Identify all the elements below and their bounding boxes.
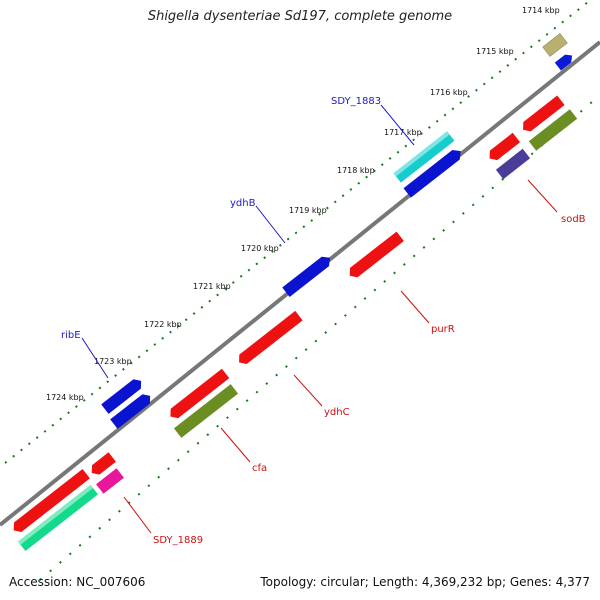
kbp-label-1714: 1714 kbp <box>522 6 560 15</box>
kbp-label-1721: 1721 kbp <box>193 282 231 291</box>
kbp-label-1722: 1722 kbp <box>144 320 182 329</box>
label-ydhb: ydhB <box>230 198 256 209</box>
label-sodb: sodB <box>561 214 586 225</box>
label-purr: purR <box>431 324 455 335</box>
leader-ydhb <box>255 205 286 244</box>
kbp-label-1720: 1720 kbp <box>241 244 279 253</box>
gene-olive-1715[interactable] <box>528 109 578 151</box>
genome-summary-text: Topology: circular; Length: 4,369,232 bp… <box>260 575 590 589</box>
gene-sodb[interactable] <box>495 148 531 180</box>
kbp-label-1716: 1716 kbp <box>430 88 468 97</box>
gene-blue-small[interactable] <box>554 52 575 71</box>
map-title: Shigella dysenteriae Sd197, complete gen… <box>147 9 453 24</box>
label-sdy1883: SDY_1883 <box>331 96 381 107</box>
leader-ribe <box>81 337 109 379</box>
label-ribe: ribE <box>61 330 81 341</box>
kbp-label-1724: 1724 kbp <box>46 393 84 402</box>
gene-red-1716[interactable] <box>486 132 521 163</box>
gene-red-small-1724[interactable] <box>88 452 116 477</box>
gene-red-large-left[interactable] <box>10 468 90 535</box>
accession-text: Accession: NC_007606 <box>9 575 146 589</box>
leader-sodb <box>527 179 558 213</box>
kbp-label-1715: 1715 kbp <box>476 47 514 56</box>
kbp-label-1718: 1718 kbp <box>337 166 375 175</box>
label-sdy1889: SDY_1889 <box>153 535 203 546</box>
gene-ydhb[interactable] <box>282 253 334 297</box>
gene-blue-1717[interactable] <box>403 146 465 198</box>
gene-sdy1889[interactable] <box>96 468 124 494</box>
gene-spring-green[interactable] <box>18 484 98 552</box>
gene-blue-1724[interactable] <box>110 391 154 429</box>
label-cfa: cfa <box>252 463 267 474</box>
gene-ribe[interactable] <box>101 376 145 414</box>
gene-sdy1883[interactable] <box>393 131 455 183</box>
leader-ydhc <box>293 374 323 407</box>
leader-sdy1883 <box>380 104 415 146</box>
kbp-label-1717: 1717 kbp <box>384 128 422 137</box>
gene-ydhc[interactable] <box>235 310 303 367</box>
leader-purr <box>400 290 430 324</box>
gene-purr[interactable] <box>346 231 404 281</box>
leader-cfa <box>220 427 251 463</box>
forward-tick-track <box>4 1 589 464</box>
gene-red-1722[interactable] <box>167 368 230 422</box>
kbp-label-1723: 1723 kbp <box>94 357 132 366</box>
leader-sdy1889 <box>123 496 152 534</box>
gene-khaki[interactable] <box>542 33 568 57</box>
kbp-label-1719: 1719 kbp <box>289 206 327 215</box>
gene-cfa[interactable] <box>173 384 239 438</box>
gene-red-1715-upper[interactable] <box>519 95 565 134</box>
label-ydhc: ydhC <box>324 407 350 418</box>
